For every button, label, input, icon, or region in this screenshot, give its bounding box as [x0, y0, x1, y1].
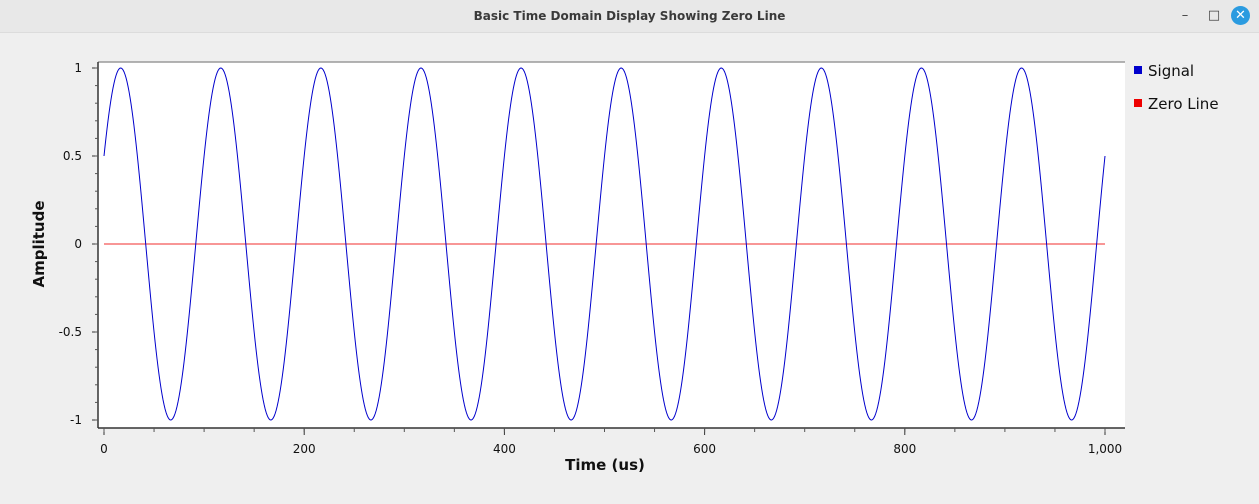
series-signal-line — [103, 67, 1106, 421]
title-bar[interactable]: Basic Time Domain Display Showing Zero L… — [0, 0, 1259, 33]
minimize-icon[interactable]: – — [1181, 8, 1189, 23]
legend-label-signal: Signal — [1148, 62, 1195, 80]
x-tick-label: 0 — [100, 442, 108, 456]
legend-item-zero-line[interactable]: Zero Line — [1134, 95, 1219, 128]
close-icon[interactable]: ✕ — [1231, 6, 1250, 25]
time-domain-chart[interactable]: 10.50-0.5-10 200 400 600 800 1,000 Time (us) … — [0, 32, 1259, 504]
y-tick-label: -1 — [70, 413, 82, 427]
legend-swatch-zero-line — [1134, 98, 1142, 107]
legend-item-signal[interactable]: Signal — [1134, 62, 1219, 95]
legend: Signal Zero Line — [1134, 62, 1219, 128]
x-tick-label: 800 — [893, 442, 916, 456]
y-tick-label: 1 — [74, 61, 82, 75]
maximize-icon[interactable]: □ — [1207, 8, 1221, 23]
x-tick-label: 600 — [693, 442, 716, 456]
x-tick-label: 400 — [493, 442, 516, 456]
x-tick-label: 1,000 — [1088, 442, 1122, 456]
y-axis-label: Amplitude — [30, 200, 48, 287]
axes: 1 0.5 0 -0.5 -1 0 200 400 600 800 1,000 — [59, 61, 1125, 456]
y-tick-label: -0.5 — [59, 325, 82, 339]
x-axis-label: Time (us) — [565, 456, 645, 474]
x-tick-label: 200 — [293, 442, 316, 456]
legend-swatch-signal — [1134, 65, 1142, 74]
y-tick-label: 0 — [74, 237, 82, 251]
series-layer — [103, 67, 1106, 421]
legend-label-zero-line: Zero Line — [1148, 95, 1219, 113]
y-tick-label: 0.5 — [63, 149, 82, 163]
plot-canvas[interactable] — [98, 62, 1125, 428]
window-title: Basic Time Domain Display Showing Zero L… — [473, 9, 786, 23]
